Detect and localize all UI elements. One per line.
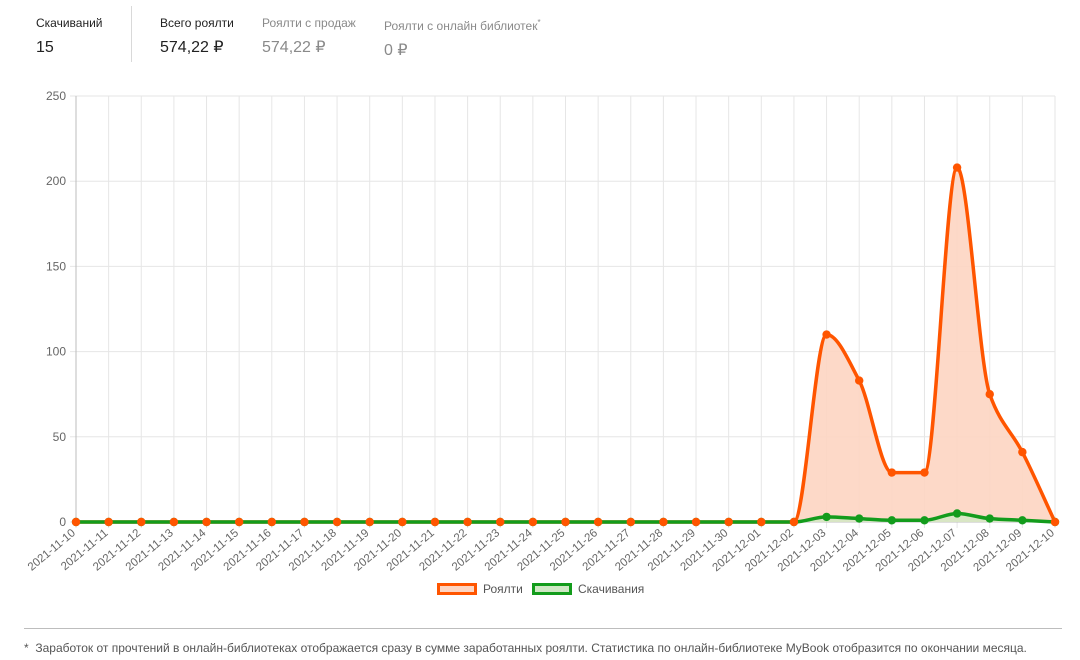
data-point bbox=[169, 517, 179, 527]
data-point bbox=[1018, 447, 1027, 457]
data-point bbox=[137, 517, 146, 527]
data-point bbox=[71, 517, 81, 527]
y-tick-label: 100 bbox=[46, 345, 66, 359]
data-point bbox=[985, 390, 994, 399]
stat-library-royalty: Роялти с онлайн библиотек* 0 ₽ bbox=[384, 16, 541, 61]
chart-grid bbox=[70, 95, 1056, 528]
royalty-chart: 0501001502002502021-11-102021-11-112021-… bbox=[26, 89, 1060, 574]
stat-sales-royalty: Роялти с продаж 574,22 ₽ bbox=[262, 16, 356, 58]
stat-downloads-label: Скачиваний bbox=[36, 16, 103, 30]
footnote-mark: * bbox=[24, 641, 29, 655]
stat-downloads: Скачиваний 15 bbox=[36, 16, 103, 58]
data-point bbox=[300, 517, 309, 527]
legend-item-downloads[interactable]: Скачивания bbox=[532, 582, 644, 596]
data-point bbox=[920, 468, 929, 477]
data-point bbox=[789, 517, 799, 527]
stat-library-royalty-value: 0 ₽ bbox=[384, 42, 408, 59]
data-point bbox=[202, 517, 211, 527]
stat-library-royalty-label-text: Роялти с онлайн библиотек bbox=[384, 19, 538, 33]
y-tick-label: 250 bbox=[46, 89, 66, 103]
legend-item-royalty[interactable]: Роялти bbox=[437, 582, 523, 596]
data-point bbox=[659, 517, 668, 527]
stat-total-royalty: Всего роялти 574,22 ₽ bbox=[160, 16, 234, 58]
stat-sales-royalty-label: Роялти с продаж bbox=[262, 16, 356, 30]
y-tick-label: 50 bbox=[53, 430, 67, 444]
legend-label-downloads: Скачивания bbox=[578, 582, 645, 596]
footnote: * Заработок от прочтений в онлайн-библио… bbox=[24, 641, 1027, 655]
stat-total-royalty-value: 574,22 ₽ bbox=[160, 39, 224, 56]
stat-total-royalty-label: Всего роялти bbox=[160, 16, 234, 30]
data-point bbox=[430, 517, 440, 527]
footnote-text: Заработок от прочтений в онлайн-библиоте… bbox=[35, 641, 1027, 655]
stat-library-royalty-label: Роялти с онлайн библиотек* bbox=[384, 16, 541, 33]
stats-divider bbox=[131, 6, 132, 62]
data-point bbox=[757, 517, 766, 527]
data-point bbox=[626, 517, 635, 527]
data-point bbox=[985, 514, 994, 523]
footer-divider bbox=[24, 628, 1062, 629]
data-point bbox=[887, 468, 897, 477]
stats-panel: Скачиваний 15 Всего роялти 574,22 ₽ Роял… bbox=[0, 0, 1080, 70]
data-point bbox=[463, 517, 472, 527]
data-point bbox=[332, 517, 342, 527]
data-point bbox=[104, 517, 113, 527]
data-point bbox=[822, 330, 831, 339]
legend-swatch-royalty bbox=[437, 583, 477, 595]
data-point bbox=[496, 517, 505, 527]
data-point bbox=[593, 517, 603, 527]
chart-legend: Роялти Скачивания bbox=[0, 582, 1080, 602]
data-point bbox=[855, 376, 864, 385]
data-point bbox=[920, 516, 929, 525]
data-point bbox=[528, 517, 538, 527]
data-point bbox=[855, 514, 864, 523]
footnote-mark: * bbox=[537, 18, 541, 27]
y-tick-label: 200 bbox=[46, 174, 66, 188]
data-point bbox=[887, 516, 897, 525]
stat-downloads-value: 15 bbox=[36, 39, 54, 56]
data-point bbox=[952, 163, 962, 172]
y-tick-label: 0 bbox=[59, 515, 66, 529]
series-points-royalty bbox=[71, 163, 1060, 527]
data-point bbox=[952, 509, 962, 518]
stat-sales-royalty-value: 574,22 ₽ bbox=[262, 39, 326, 56]
data-point bbox=[267, 517, 276, 527]
legend-swatch-downloads bbox=[532, 583, 572, 595]
data-point bbox=[1050, 517, 1060, 527]
data-point bbox=[822, 512, 831, 522]
data-point bbox=[561, 517, 570, 527]
data-point bbox=[724, 517, 733, 527]
data-point bbox=[1018, 516, 1027, 525]
data-point bbox=[691, 517, 701, 527]
data-point bbox=[398, 517, 407, 527]
data-point bbox=[365, 517, 374, 527]
y-tick-label: 150 bbox=[46, 259, 66, 273]
data-point bbox=[234, 517, 244, 527]
legend-label-royalty: Роялти bbox=[483, 582, 523, 596]
